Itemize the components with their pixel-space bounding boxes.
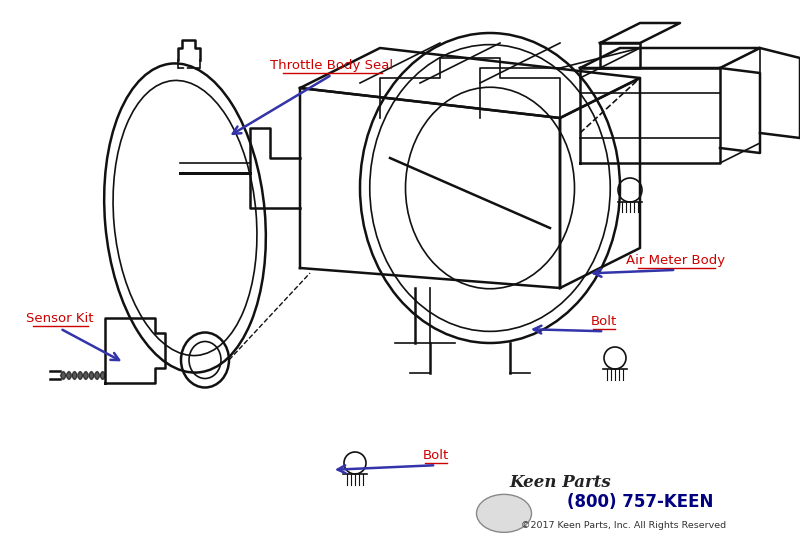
Text: Sensor Kit: Sensor Kit <box>26 312 94 325</box>
Text: Throttle Body Seal: Throttle Body Seal <box>270 59 394 71</box>
Text: Bolt: Bolt <box>591 315 617 328</box>
Text: Air Meter Body: Air Meter Body <box>626 254 726 267</box>
Text: Keen Parts: Keen Parts <box>509 474 611 491</box>
Text: Bolt: Bolt <box>423 449 449 462</box>
Text: ©2017 Keen Parts, Inc. All Rights Reserved: ©2017 Keen Parts, Inc. All Rights Reserv… <box>522 521 726 530</box>
Ellipse shape <box>477 494 531 532</box>
Text: (800) 757-KEEN: (800) 757-KEEN <box>567 493 713 511</box>
